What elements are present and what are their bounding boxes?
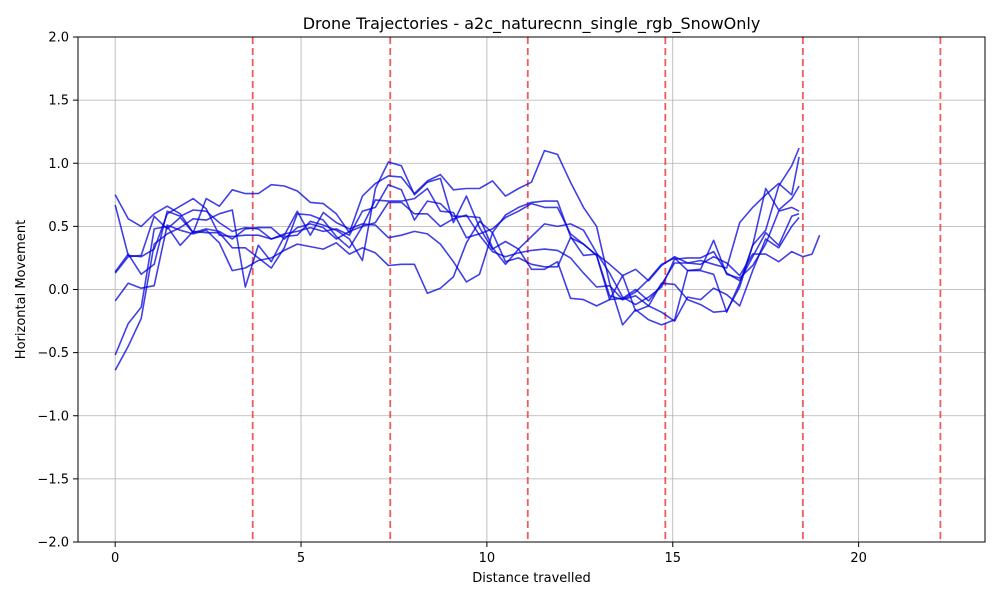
y-tick-label: 2.0 xyxy=(48,31,69,46)
x-tick-label: 5 xyxy=(297,551,305,566)
x-tick-label: 0 xyxy=(111,551,119,566)
trajectory-line xyxy=(114,161,800,371)
y-tick-label: −1.5 xyxy=(37,472,69,487)
chart-title: Drone Trajectories - a2c_naturecnn_singl… xyxy=(303,14,761,34)
y-tick-label: 0.5 xyxy=(48,220,69,235)
y-tick-label: −2.0 xyxy=(37,536,69,551)
trajectory-line xyxy=(114,220,821,302)
x-tick-label: 20 xyxy=(850,551,867,566)
trajectory-lines xyxy=(114,147,821,371)
segment-marker-lines xyxy=(251,37,942,542)
trajectory-line xyxy=(114,147,800,314)
grid-lines xyxy=(78,36,985,543)
y-tick-label: 1.0 xyxy=(48,157,69,172)
y-tick-label: −1.0 xyxy=(37,409,69,424)
trajectory-line xyxy=(114,183,800,306)
y-axis-label: Horizontal Movement xyxy=(14,220,29,359)
y-tick-label: 0.0 xyxy=(48,283,69,298)
x-axis-label: Distance travelled xyxy=(472,571,591,586)
x-tick-label: 15 xyxy=(664,551,681,566)
axis-ticks: 0 5 10 15 20 −2.0 −1.5 −1.0 −0.5 0.0 0.5 1.0 1.5 2.0 xyxy=(37,31,866,567)
trajectory-line xyxy=(114,187,800,356)
y-tick-label: −0.5 xyxy=(37,346,69,361)
x-tick-label: 10 xyxy=(479,551,496,566)
y-tick-label: 1.5 xyxy=(48,94,69,109)
